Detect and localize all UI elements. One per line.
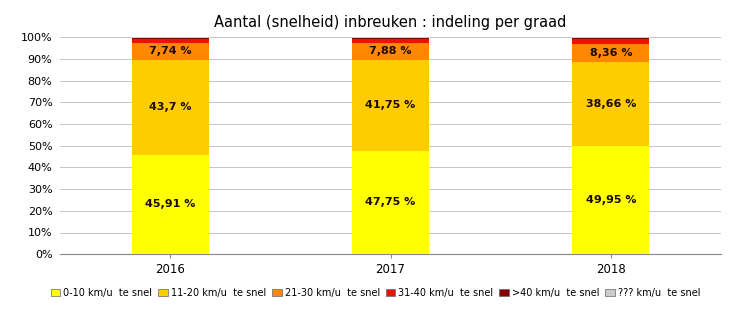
Bar <box>352 60 429 151</box>
Bar <box>131 38 209 39</box>
Bar <box>572 38 650 39</box>
Legend: 0-10 km/u  te snel, 11-20 km/u  te snel, 21-30 km/u  te snel, 31-40 km/u  te sne: 0-10 km/u te snel, 11-20 km/u te snel, 2… <box>47 284 704 302</box>
Bar <box>352 38 429 39</box>
Bar <box>352 151 429 254</box>
Text: 38,66 %: 38,66 % <box>586 99 636 109</box>
Bar <box>131 43 209 60</box>
Bar <box>572 146 650 254</box>
Text: 49,95 %: 49,95 % <box>586 195 636 205</box>
Bar <box>572 37 650 38</box>
Text: 43,7 %: 43,7 % <box>149 102 192 112</box>
Text: 8,36 %: 8,36 % <box>590 48 632 58</box>
Bar <box>131 60 209 155</box>
Text: 7,88 %: 7,88 % <box>369 46 412 56</box>
Bar <box>572 44 650 62</box>
Text: 41,75 %: 41,75 % <box>366 100 415 110</box>
Title: Aantal (snelheid) inbreuken : indeling per graad: Aantal (snelheid) inbreuken : indeling p… <box>214 16 567 30</box>
Bar <box>352 39 429 43</box>
Text: 47,75 %: 47,75 % <box>366 197 415 207</box>
Bar <box>352 37 429 38</box>
Bar <box>131 39 209 43</box>
Bar <box>572 39 650 44</box>
Bar <box>352 43 429 60</box>
Text: 7,74 %: 7,74 % <box>149 46 192 56</box>
Text: 45,91 %: 45,91 % <box>145 199 195 209</box>
Bar <box>131 37 209 38</box>
Bar <box>572 62 650 146</box>
Bar <box>131 155 209 254</box>
